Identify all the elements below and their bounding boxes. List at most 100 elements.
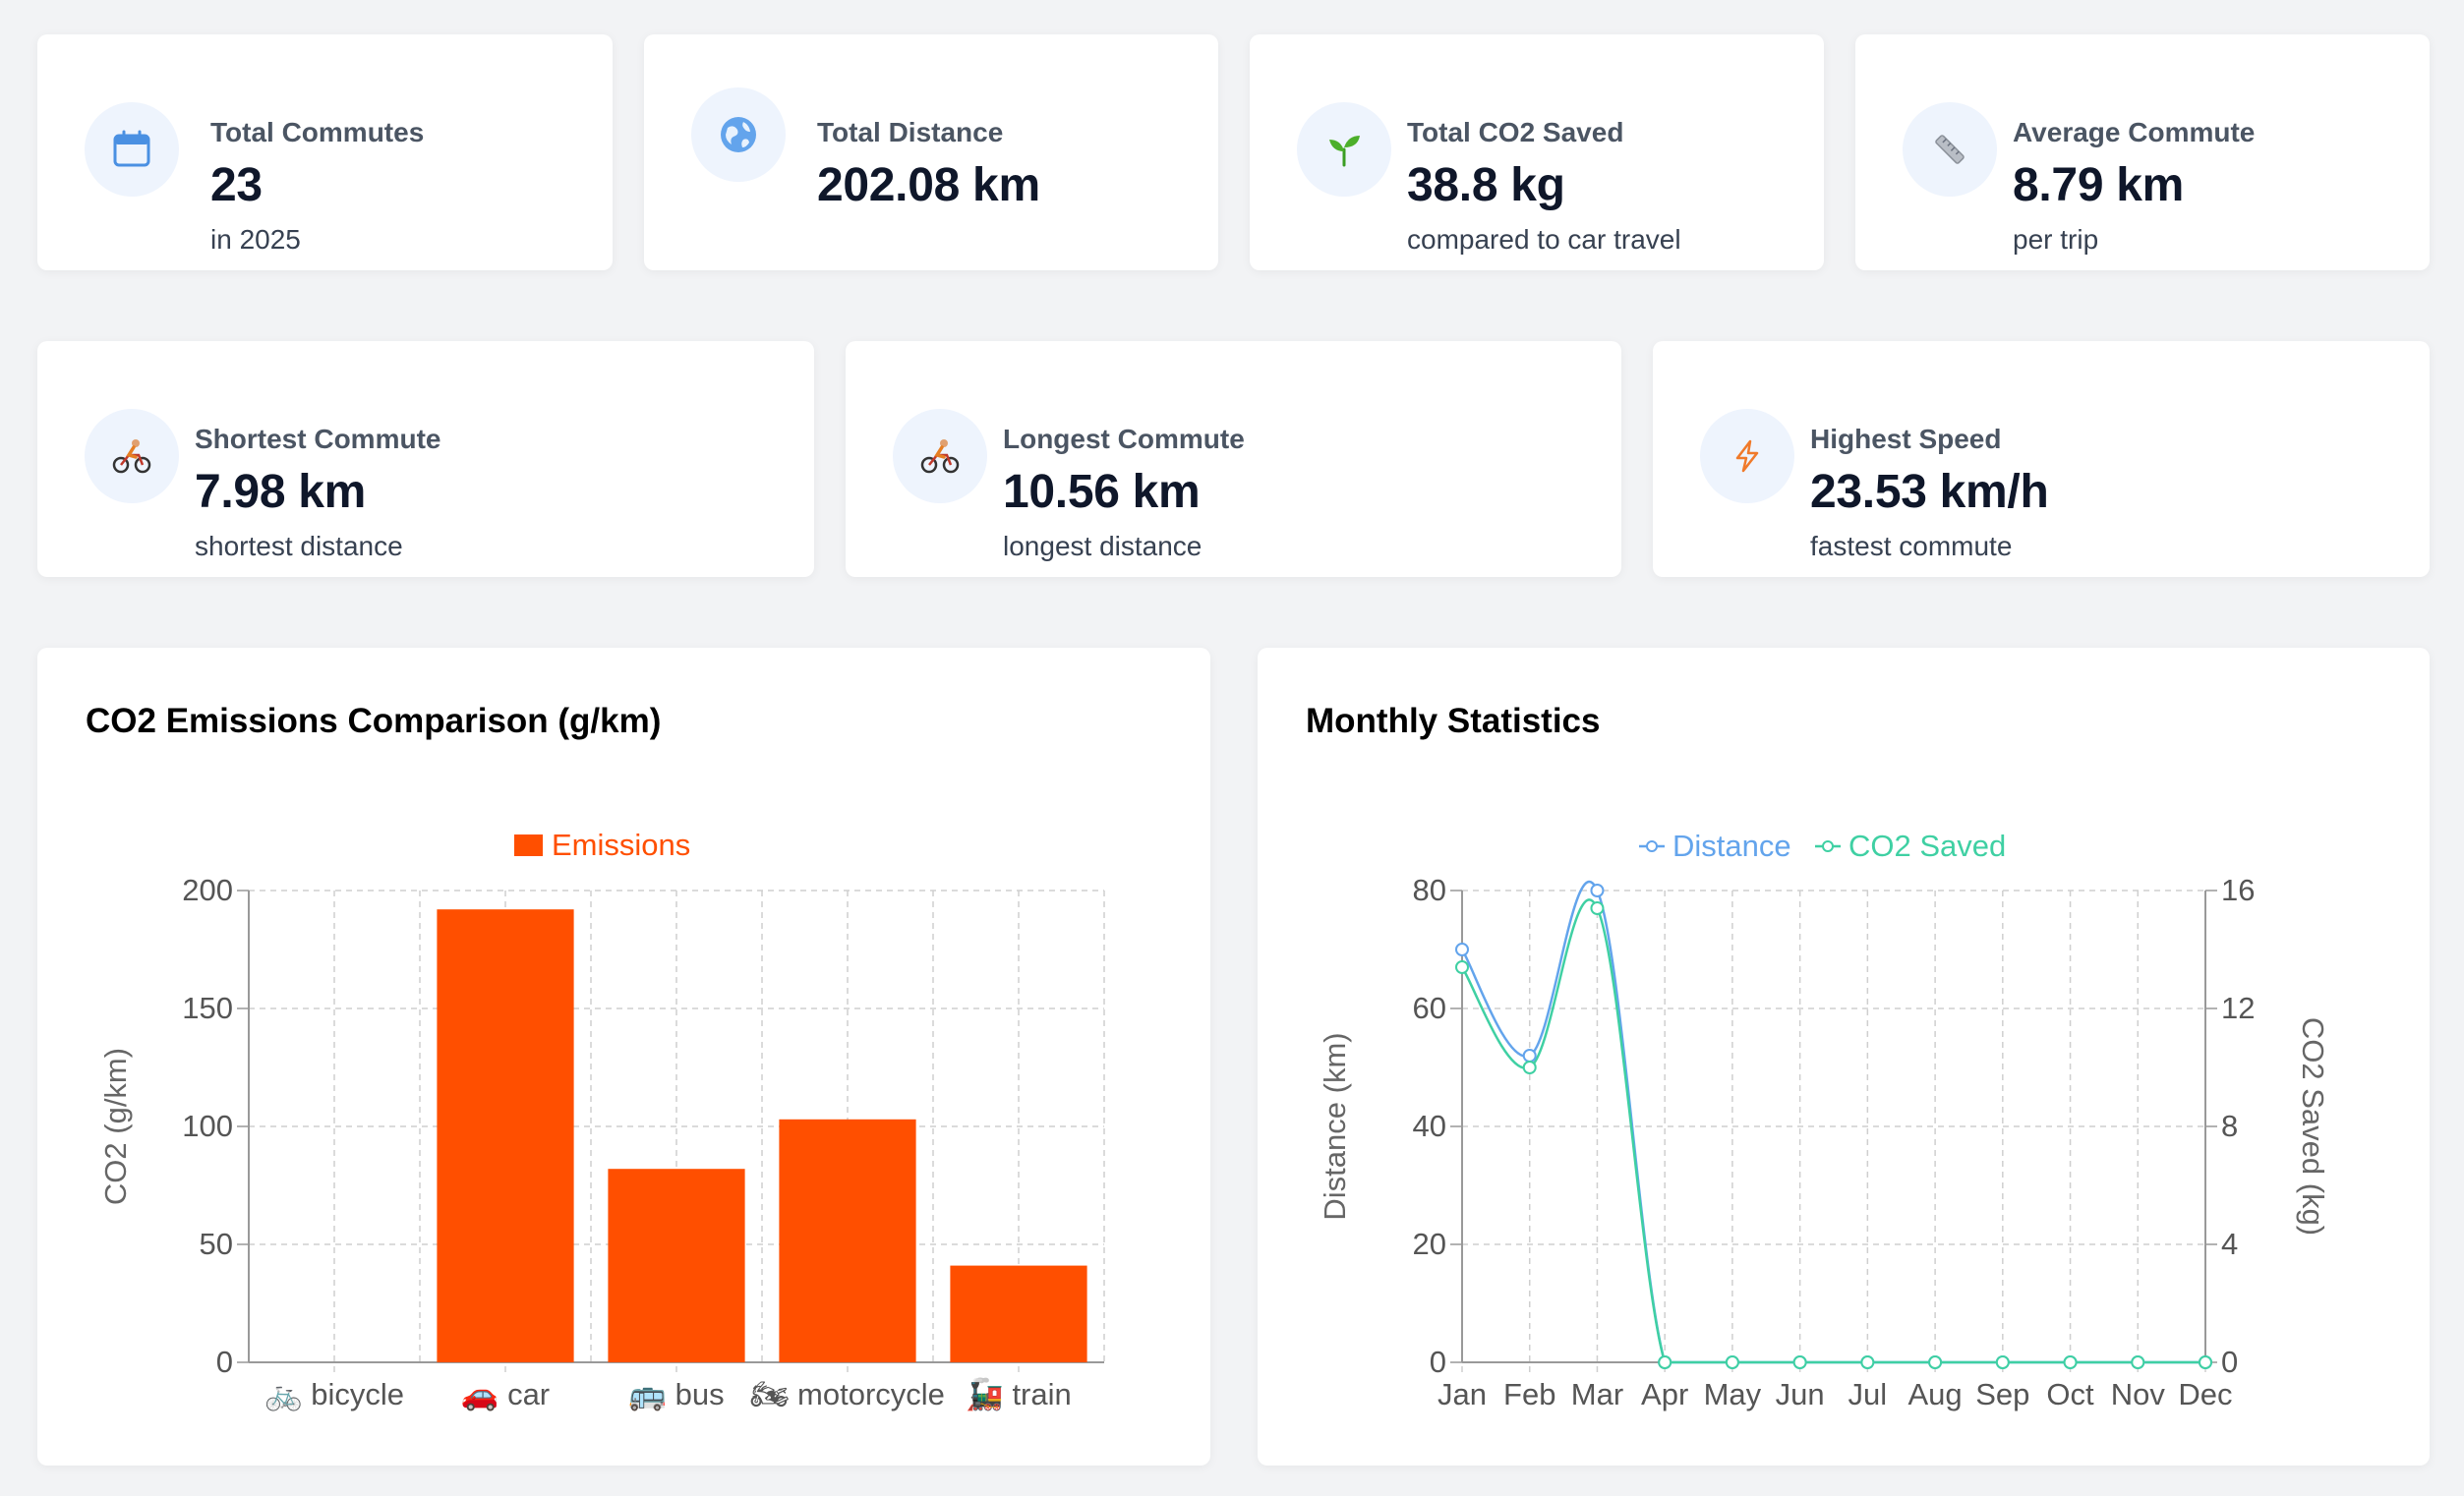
- stat-value: 23: [210, 159, 263, 211]
- stat-card-total-distance: Total Distance 202.08 km: [644, 34, 1218, 270]
- monthly-chart-card: Monthly Statistics: [1258, 648, 2430, 1466]
- y2-tick-label: 12: [2221, 991, 2255, 1025]
- stat-value: 7.98 km: [195, 466, 367, 518]
- x-tick-label: 🚂 train: [966, 1376, 1072, 1411]
- stat-value: 202.08 km: [817, 159, 1040, 211]
- legend-marker: [1646, 840, 1658, 852]
- x-tick-label: Feb: [1503, 1377, 1555, 1411]
- stat-card-total-commutes: Total Commutes 23 in 2025: [37, 34, 613, 270]
- data-point-co2-saved: [1860, 1355, 1875, 1369]
- y-tick-label: 80: [1413, 873, 1446, 907]
- lightning-icon: [1700, 409, 1794, 503]
- data-point-co2-saved: [1590, 901, 1605, 915]
- data-point-distance: [1590, 884, 1605, 897]
- x-tick-label: Apr: [1641, 1377, 1688, 1411]
- x-tick-label: Dec: [2178, 1377, 2232, 1411]
- y-tick-label: 60: [1413, 991, 1446, 1025]
- series-line-distance: [1460, 880, 2205, 1364]
- y-tick-label: 0: [216, 1345, 233, 1379]
- data-point-distance: [1455, 943, 1469, 956]
- data-point-co2-saved: [1522, 1061, 1537, 1074]
- legend-label: Emissions: [552, 828, 690, 862]
- calendar-icon: [85, 102, 179, 197]
- y-axis-label: Distance (km): [1318, 1032, 1352, 1220]
- y-tick-label: 200: [182, 873, 233, 907]
- x-tick-label: Aug: [1908, 1377, 1963, 1411]
- data-point-co2-saved: [1792, 1355, 1807, 1369]
- data-point-co2-saved: [1658, 1355, 1672, 1369]
- globe-icon: [691, 87, 786, 182]
- legend-label: CO2 Saved: [1848, 829, 2006, 863]
- stat-label: Total Commutes: [210, 117, 425, 147]
- stat-card-shortest-commute: Shortest Commute 7.98 km shortest distan…: [37, 341, 814, 577]
- bar: [950, 1265, 1087, 1362]
- x-tick-label: Oct: [2046, 1377, 2094, 1411]
- stat-card-longest-commute: Longest Commute 10.56 km longest distanc…: [846, 341, 1621, 577]
- monthly-line-chart: 0 20 40 60 80 0 4 8 12 16 Jan Feb Mar Apr May Jun Jul Aug…: [1318, 829, 2330, 1411]
- bar: [779, 1119, 916, 1362]
- ruler-icon: [1903, 102, 1997, 197]
- series-line-co2-saved: [1460, 898, 2205, 1364]
- data-point-co2-saved: [2131, 1355, 2145, 1369]
- data-point-co2-saved: [1995, 1355, 2010, 1369]
- data-point-co2-saved: [1725, 1355, 1739, 1369]
- stat-subtext: compared to car travel: [1407, 224, 1681, 255]
- y-axis-label: CO2 (g/km): [98, 1048, 133, 1205]
- x-tick-label: Jul: [1848, 1377, 1888, 1411]
- stat-label: Total Distance: [817, 117, 1004, 147]
- y-tick-label: 40: [1413, 1109, 1446, 1143]
- stat-subtext: shortest distance: [195, 531, 403, 561]
- stat-subtext: fastest commute: [1810, 531, 2013, 561]
- emissions-bar-chart: 0 50 100 150 200 🚲 bicycle 🚗 car 🚌 bus 🏍 motorcy…: [98, 828, 1105, 1411]
- y-tick-label: 20: [1413, 1227, 1446, 1261]
- seedling-icon: [1297, 102, 1391, 197]
- stat-subtext: longest distance: [1003, 531, 1203, 561]
- y-tick-label: 100: [182, 1109, 233, 1143]
- data-point-co2-saved: [1928, 1355, 1943, 1369]
- emissions-chart-title: CO2 Emissions Comparison (g/km): [86, 702, 662, 740]
- x-tick-label: Jan: [1437, 1377, 1487, 1411]
- bar: [608, 1169, 745, 1362]
- stat-value: 10.56 km: [1003, 466, 1201, 518]
- y2-axis-label: CO2 Saved (kg): [2296, 1017, 2330, 1236]
- stat-label: Longest Commute: [1003, 424, 1245, 454]
- legend-swatch: [514, 834, 543, 856]
- x-tick-label: Nov: [2111, 1377, 2166, 1411]
- x-tick-label: 🚗 car: [461, 1377, 550, 1411]
- y2-tick-label: 0: [2221, 1345, 2238, 1379]
- stat-card-total-co2-saved: Total CO2 Saved 38.8 kg compared to car …: [1250, 34, 1824, 270]
- monthly-chart-title: Monthly Statistics: [1306, 702, 1601, 740]
- stat-subtext: per trip: [2013, 224, 2099, 255]
- legend-marker: [1822, 840, 1834, 852]
- x-tick-label: Jun: [1776, 1377, 1825, 1411]
- stat-card-highest-speed: Highest Speed 23.53 km/h fastest commute: [1653, 341, 2430, 577]
- y2-tick-label: 4: [2221, 1227, 2238, 1261]
- stat-subtext: in 2025: [210, 224, 301, 255]
- x-tick-label: Sep: [1975, 1377, 2029, 1411]
- y-tick-label: 0: [1430, 1345, 1446, 1379]
- stat-value: 8.79 km: [2013, 159, 2185, 211]
- x-tick-label: 🏍 motorcycle: [750, 1377, 945, 1411]
- stat-value: 38.8 kg: [1407, 159, 1565, 211]
- stat-value: 23.53 km/h: [1810, 466, 2049, 518]
- stat-label: Shortest Commute: [195, 424, 441, 454]
- bar: [437, 909, 574, 1362]
- stat-label: Average Commute: [2013, 117, 2256, 147]
- data-point-co2-saved: [2199, 1355, 2212, 1369]
- stat-card-average-commute: Average Commute 8.79 km per trip: [1855, 34, 2430, 270]
- data-point-co2-saved: [2063, 1355, 2078, 1369]
- y2-tick-label: 16: [2221, 873, 2255, 907]
- y-tick-label: 50: [200, 1227, 233, 1261]
- data-point-distance: [1522, 1049, 1537, 1063]
- stat-label: Total CO2 Saved: [1407, 117, 1624, 147]
- y-tick-label: 150: [182, 991, 233, 1025]
- x-tick-label: 🚌 bus: [628, 1377, 724, 1411]
- y2-tick-label: 8: [2221, 1109, 2238, 1143]
- data-point-co2-saved: [1455, 960, 1469, 974]
- legend-label: Distance: [1672, 829, 1791, 863]
- cyclist-icon: [893, 409, 987, 503]
- x-tick-label: May: [1704, 1377, 1762, 1411]
- stat-label: Highest Speed: [1810, 424, 2002, 454]
- cyclist-icon: [85, 409, 179, 503]
- x-tick-label: Mar: [1571, 1377, 1623, 1411]
